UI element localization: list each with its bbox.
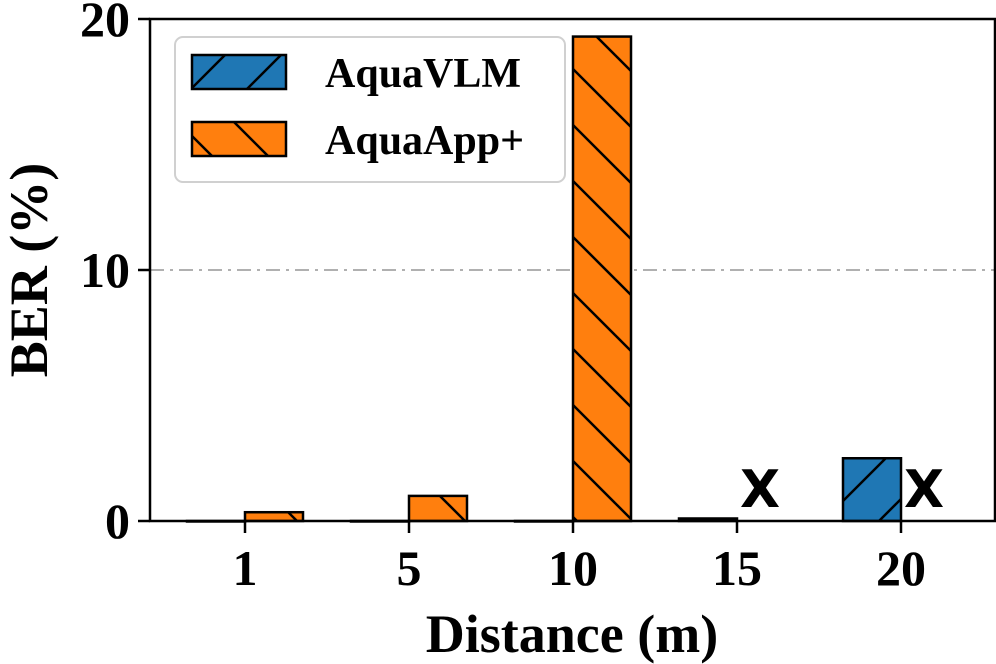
x-tick-label: 1 bbox=[233, 540, 258, 596]
y-axis-label: BER (%) bbox=[0, 163, 59, 378]
na-marker: X bbox=[904, 460, 944, 520]
x-tick-label: 15 bbox=[712, 540, 762, 596]
legend-swatch-aquavlm bbox=[190, 53, 288, 91]
y-tick-label: 0 bbox=[105, 493, 130, 549]
legend: AquaVLM AquaApp+ bbox=[174, 36, 566, 183]
x-tick-label: 5 bbox=[397, 540, 422, 596]
x-axis-ticks: 1 5 10 15 20 bbox=[233, 521, 926, 596]
legend-label-aquavlm: AquaVLM bbox=[325, 51, 521, 97]
y-tick-label: 10 bbox=[80, 242, 130, 298]
na-marker: X bbox=[740, 460, 780, 520]
legend-label-aquaappplus: AquaApp+ bbox=[325, 118, 524, 164]
bar-aquaapp-10 bbox=[571, 35, 633, 523]
bar-aquavlm-20 bbox=[841, 457, 903, 523]
bar-aquaapp-1 bbox=[243, 510, 305, 523]
y-tick-label: 20 bbox=[80, 0, 130, 47]
x-tick-label: 10 bbox=[548, 540, 598, 596]
y-axis-ticks: 0 10 20 bbox=[80, 0, 150, 549]
x-axis-label: Distance (m) bbox=[426, 604, 718, 664]
bar-aquaapp-5 bbox=[407, 494, 469, 523]
legend-swatch-aquaappplus bbox=[190, 120, 288, 158]
x-tick-label: 20 bbox=[876, 540, 926, 596]
